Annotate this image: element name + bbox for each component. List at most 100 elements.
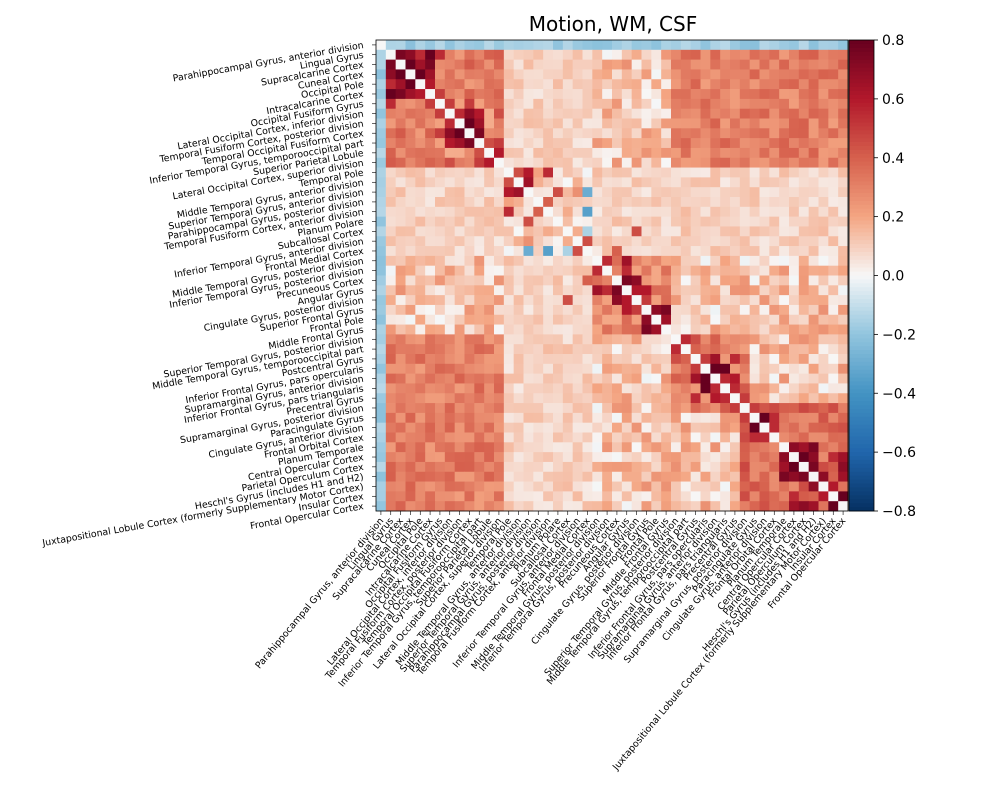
heatmap-cell — [592, 197, 603, 208]
heatmap-cell — [661, 118, 672, 129]
heatmap-cell — [405, 432, 416, 443]
colorbar-segment — [849, 267, 874, 272]
colorbar-segment — [849, 157, 874, 163]
heatmap-cell — [395, 167, 406, 178]
colorbar-segment — [849, 193, 874, 198]
heatmap-cell — [710, 383, 721, 394]
heatmap-cell — [523, 295, 534, 306]
heatmap-cell — [562, 383, 574, 394]
heatmap-cell — [572, 206, 583, 217]
heatmap-cell — [651, 128, 662, 139]
heatmap-cell — [474, 69, 485, 80]
heatmap-cell — [533, 226, 544, 237]
heatmap-cell — [769, 314, 780, 325]
heatmap-cell — [739, 79, 751, 90]
heatmap-cell — [739, 255, 751, 267]
heatmap-cell — [602, 226, 613, 237]
heatmap-cell — [680, 265, 692, 276]
heatmap-cell — [503, 206, 515, 217]
heatmap-cell — [425, 147, 436, 159]
heatmap-cell — [553, 373, 564, 384]
heatmap-cell — [513, 304, 524, 316]
heatmap-cell — [533, 334, 544, 345]
heatmap-cell — [720, 432, 731, 443]
colorbar-segment — [849, 499, 874, 504]
heatmap-cell — [749, 383, 760, 394]
colorbar-tick-label: −0.6 — [882, 445, 916, 461]
heatmap-cell — [690, 69, 701, 80]
heatmap-cell — [690, 40, 701, 51]
heatmap-cell — [700, 304, 711, 316]
heatmap-cell — [405, 363, 416, 374]
heatmap-cell — [513, 422, 524, 433]
heatmap-cell — [444, 285, 456, 296]
heatmap-cell — [789, 393, 800, 404]
heatmap-cell — [808, 236, 819, 247]
heatmap-cell — [435, 363, 446, 374]
heatmap-cell — [513, 40, 524, 51]
heatmap-cell — [444, 344, 456, 355]
heatmap-cell — [641, 403, 652, 414]
heatmap-cell — [651, 226, 662, 237]
heatmap-cell — [759, 197, 770, 208]
heatmap-cell — [444, 246, 456, 257]
heatmap-cell — [503, 40, 515, 51]
heatmap-cell — [562, 147, 574, 159]
heatmap-cell — [769, 177, 780, 188]
colorbar-segment — [849, 220, 874, 225]
heatmap-cell — [631, 255, 642, 267]
heatmap-cell — [710, 363, 721, 374]
heatmap-cell — [494, 442, 505, 453]
heatmap-cell — [818, 393, 829, 404]
heatmap-cell — [572, 265, 583, 276]
heatmap-cell — [464, 216, 475, 227]
heatmap-cell — [582, 354, 593, 365]
heatmap-cell — [415, 226, 426, 237]
heatmap-cell — [553, 422, 564, 433]
heatmap-cell — [464, 246, 475, 257]
heatmap-cell — [543, 89, 554, 100]
heatmap-cell — [553, 147, 564, 159]
heatmap-cell — [503, 403, 515, 414]
colorbar-segment — [849, 216, 874, 221]
heatmap-cell — [454, 177, 465, 188]
heatmap-cell — [415, 255, 426, 267]
heatmap-cell — [621, 403, 633, 414]
heatmap-cell — [769, 403, 780, 414]
heatmap-cell — [425, 334, 436, 345]
heatmap-cell — [828, 167, 839, 178]
heatmap-cell — [808, 108, 819, 119]
heatmap-cell — [651, 363, 662, 374]
heatmap-cell — [602, 422, 613, 433]
colorbar-segment — [849, 393, 874, 398]
heatmap-cell — [484, 98, 495, 110]
heatmap-cell — [690, 236, 701, 247]
heatmap-cell — [828, 49, 839, 60]
heatmap-cell — [513, 265, 524, 276]
heatmap-cell — [651, 147, 662, 159]
heatmap-cell — [690, 246, 701, 257]
heatmap-cell — [484, 275, 495, 286]
heatmap-cell — [700, 442, 711, 453]
heatmap-cell — [464, 481, 475, 492]
heatmap-cell — [700, 226, 711, 237]
heatmap-cell — [680, 501, 692, 512]
heatmap-cell — [621, 452, 633, 463]
heatmap-cell — [484, 197, 495, 208]
heatmap-cell — [838, 422, 849, 433]
heatmap-cell — [533, 383, 544, 394]
heatmap-cell — [395, 481, 406, 492]
heatmap-cell — [818, 354, 829, 365]
heatmap-cell — [798, 187, 810, 198]
heatmap-cell — [710, 216, 721, 227]
heatmap-cell — [503, 383, 515, 394]
heatmap-cell — [818, 275, 829, 286]
heatmap-cell — [641, 432, 652, 443]
heatmap-cell — [779, 501, 790, 512]
heatmap-cell — [838, 481, 849, 492]
heatmap-cell — [612, 295, 623, 306]
heatmap-cell — [562, 432, 574, 443]
heatmap-cell — [572, 246, 583, 257]
heatmap-cell — [651, 481, 662, 492]
heatmap-cell — [749, 461, 760, 473]
